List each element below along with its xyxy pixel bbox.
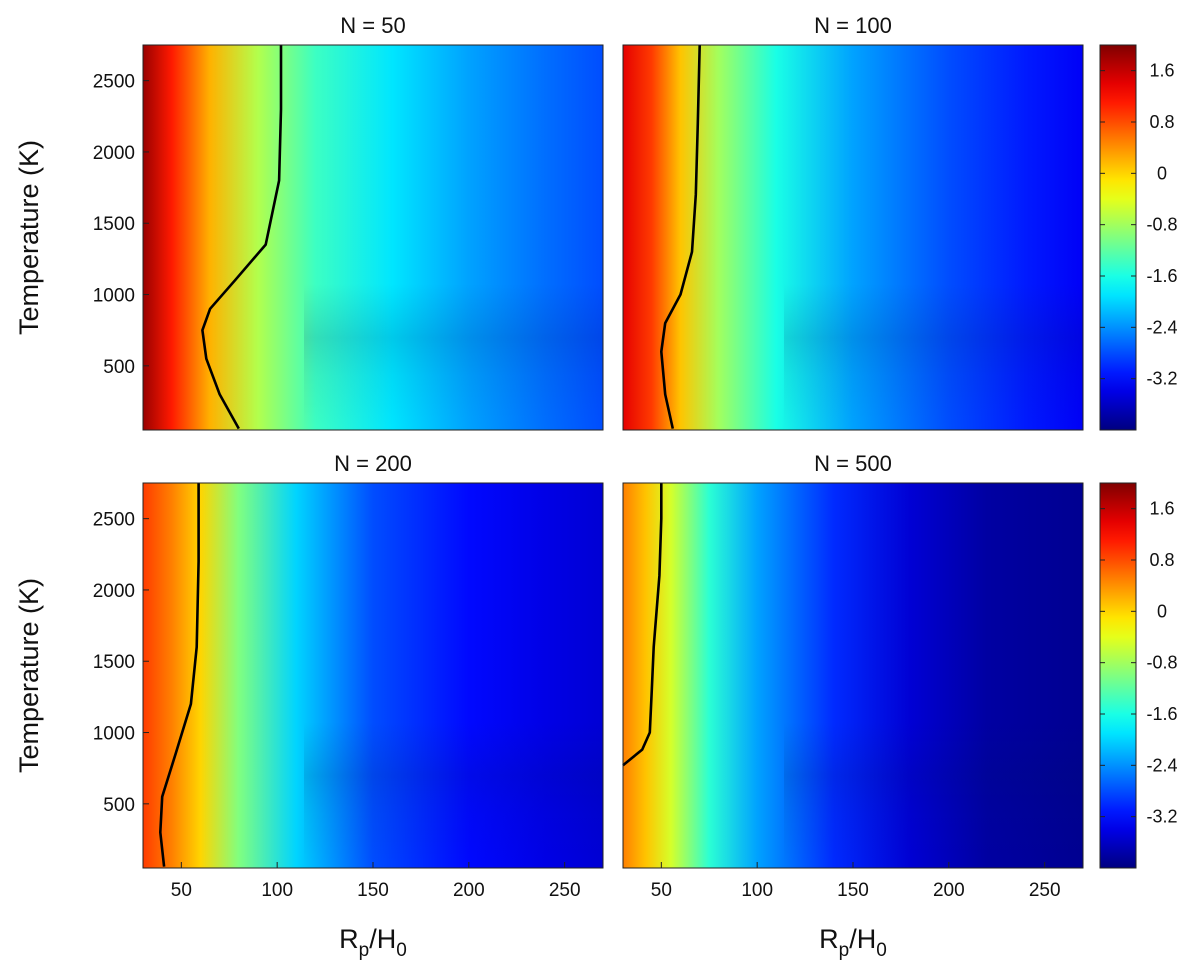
panel-title: N = 100 [814, 13, 892, 38]
y-axis-label: Temperature (K) [14, 578, 44, 773]
colorbar-tick-label: 0 [1157, 601, 1167, 621]
colorbar: 1.6 0.8 0 -0.8 -1.6 -2.4 -3.2 [1099, 482, 1178, 869]
x-tick-label: 150 [837, 880, 869, 901]
heatmap-panel: N = 100 [622, 13, 1084, 431]
y-tick-label: 2000 [93, 143, 135, 164]
colorbar-tick-label: -2.4 [1146, 755, 1177, 775]
x-tick-label: 100 [741, 880, 773, 901]
colorbar-tick-label: -1.6 [1146, 704, 1177, 724]
y-tick-label: 1000 [93, 286, 135, 307]
x-tick-label: 100 [261, 880, 293, 901]
panel-frame [622, 44, 1084, 431]
contour-line [660, 44, 701, 429]
x-tick-label: 50 [651, 880, 672, 901]
contour-line [201, 45, 283, 430]
heatmap-panel: N = 50 500 1000 1500 2000 2500 [93, 13, 604, 431]
colorbar-tick-label: -0.8 [1146, 215, 1177, 235]
contour-line [622, 483, 663, 767]
colorbar-tick-label: -2.4 [1146, 317, 1177, 337]
x-tick-label: 250 [549, 880, 581, 901]
y-tick-label: 2500 [93, 510, 135, 531]
y-tick-label: 1500 [93, 214, 135, 235]
x-tick-label: 150 [357, 880, 389, 901]
colorbar-scale [1099, 44, 1137, 431]
x-tick-label: 200 [453, 880, 485, 901]
y-tick-label: 500 [103, 795, 135, 816]
panel-title: N = 50 [340, 13, 405, 38]
x-axis-label: Rp/H0 [339, 924, 407, 961]
colorbar: 1.6 0.8 0 -0.8 -1.6 -2.4 -3.2 [1099, 44, 1178, 431]
x-axis-label: Rp/H0 [819, 924, 887, 961]
y-tick-label: 2000 [93, 581, 135, 602]
heatmap-shading [304, 483, 603, 868]
panel-frame [142, 44, 604, 431]
x-tick-label: 200 [933, 880, 965, 901]
contour-line [159, 483, 200, 867]
y-tick-label: 500 [103, 357, 135, 378]
colorbar-tick-label: -3.2 [1146, 807, 1177, 827]
heatmap-shading [784, 45, 1083, 430]
heatmap-panel: N = 200 500 1000 1500 2000 2500 50 100 150 200 250 [93, 451, 604, 901]
colorbar-tick-label: 0.8 [1149, 112, 1174, 132]
x-tick-label: 50 [171, 880, 192, 901]
heatmap-shading [304, 45, 603, 430]
colorbar-tick-label: 1.6 [1149, 499, 1174, 519]
x-tick-label: 250 [1029, 880, 1061, 901]
y-tick-label: 1000 [93, 724, 135, 745]
colorbar-scale [1099, 482, 1137, 869]
colorbar-tick-label: -3.2 [1146, 369, 1177, 389]
colorbar-tick-label: 1.6 [1149, 61, 1174, 81]
y-tick-label: 1500 [93, 652, 135, 673]
colorbar-tick-label: 0 [1157, 163, 1167, 183]
heatmap-panel: N = 500 50 100 150 200 250 [622, 451, 1084, 901]
panel-title: N = 500 [814, 451, 892, 476]
y-axis-label: Temperature (K) [14, 140, 44, 335]
colorbar-tick-label: -1.6 [1146, 266, 1177, 286]
heatmap-shading [784, 483, 1083, 868]
y-tick-label: 2500 [93, 72, 135, 93]
panel-title: N = 200 [334, 451, 412, 476]
colorbar-tick-label: -0.8 [1146, 653, 1177, 673]
colorbar-tick-label: 0.8 [1149, 550, 1174, 570]
